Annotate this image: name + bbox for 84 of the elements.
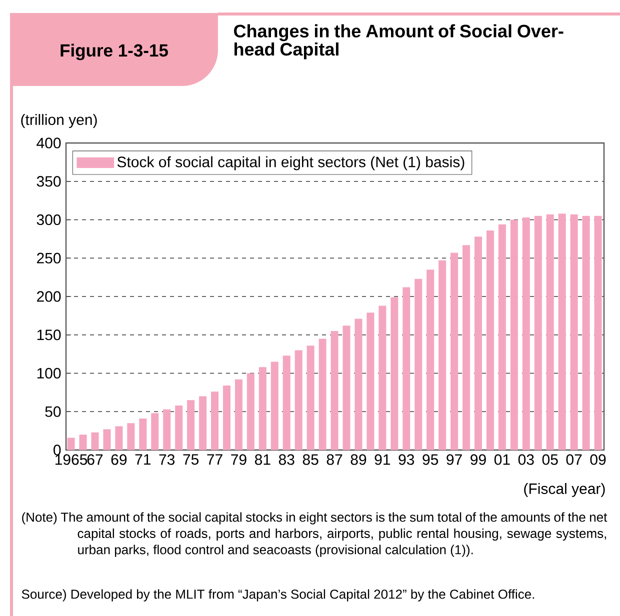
bar xyxy=(486,230,494,450)
x-tick-label: 79 xyxy=(231,454,246,465)
bar xyxy=(306,346,314,450)
y-tick-label: 0 xyxy=(54,444,61,456)
bar xyxy=(127,423,135,450)
y-axis-title: (trillion yen) xyxy=(21,114,97,128)
bar xyxy=(222,386,230,450)
x-tick-label: 07 xyxy=(566,454,582,465)
bar xyxy=(282,356,290,450)
source-note: Source) Developed by the MLIT from “Japan’s Social Capital 2012” by the Cabinet Office. xyxy=(22,589,534,602)
bar xyxy=(115,426,123,450)
bar xyxy=(498,224,506,450)
y-tick-label: 200 xyxy=(37,291,61,302)
x-tick-label: 75 xyxy=(183,454,199,465)
x-tick-label: 71 xyxy=(135,454,151,465)
y-tick-label: 150 xyxy=(37,330,61,340)
bar xyxy=(450,252,458,450)
x-tick-label: 85 xyxy=(302,454,318,465)
chart-title: Changes in the Amount of Social Over-head Capital xyxy=(234,24,564,60)
y-tick-label: 100 xyxy=(37,368,61,379)
bar xyxy=(91,432,99,450)
x-tick-label: 01 xyxy=(494,454,510,465)
x-tick-label: 05 xyxy=(542,454,558,465)
bar xyxy=(546,214,554,450)
y-tick-label: 350 xyxy=(36,176,61,187)
bar xyxy=(402,287,410,450)
x-tick-label: 89 xyxy=(350,454,366,465)
caption: Figure 1-3-15 xyxy=(60,44,168,60)
x-tick-label: 09 xyxy=(590,454,606,465)
y-tick-label: 300 xyxy=(36,214,61,226)
bar xyxy=(390,297,398,450)
bar xyxy=(462,245,470,450)
bar xyxy=(570,214,578,450)
bar xyxy=(246,373,254,450)
y-tick-label: 400 xyxy=(36,138,61,148)
x-tick-label: 97 xyxy=(446,454,462,465)
y-tick-label: 250 xyxy=(37,252,61,264)
x-tick-label: 93 xyxy=(398,454,414,465)
bar xyxy=(294,350,302,450)
bar xyxy=(594,216,602,450)
bar xyxy=(354,318,362,450)
bar xyxy=(534,216,542,450)
bar xyxy=(318,338,326,450)
x-tick-label: 77 xyxy=(207,454,222,465)
bar xyxy=(438,260,446,450)
legend-label: Stock of social capital in eight sectors (Net (1) basis) xyxy=(117,156,464,170)
bar xyxy=(199,396,207,450)
x-tick-label: 69 xyxy=(111,454,127,465)
x-tick-label: 91 xyxy=(374,454,390,465)
bar xyxy=(211,392,219,450)
bar xyxy=(414,278,422,450)
bar xyxy=(67,438,75,450)
bar xyxy=(366,312,374,450)
bar xyxy=(330,331,338,450)
x-tick-label: 81 xyxy=(254,454,270,465)
x-tick-label: 73 xyxy=(159,454,175,465)
bar xyxy=(151,413,159,450)
bar xyxy=(342,326,350,450)
x-tick-label: 83 xyxy=(278,454,294,465)
x-tick-label: 95 xyxy=(422,454,438,465)
bar xyxy=(258,367,266,450)
bar xyxy=(474,236,482,450)
bar xyxy=(103,429,111,450)
bar xyxy=(175,405,183,450)
text: (Note) The amount of the social capital stocks in eight sectors is the sum total of the amounts of the net capital stocks of roads, ports and harbors, airports, public rental housing, sewage systems, urban parks, flood control and seacoasts (provisional calculation (1)). xyxy=(22,512,608,557)
bar xyxy=(582,216,590,450)
bar xyxy=(187,400,195,450)
bar xyxy=(378,306,386,450)
x-tick-label: 03 xyxy=(518,454,534,465)
bar xyxy=(510,220,518,450)
x-tick-label: 99 xyxy=(470,454,486,465)
bar xyxy=(234,379,242,450)
x-tick-label: 1965 xyxy=(56,454,88,465)
x-tick-label: 87 xyxy=(326,454,342,465)
bar xyxy=(522,217,530,450)
x-tick-label: 67 xyxy=(87,454,103,465)
y-tick-label: 50 xyxy=(45,406,61,417)
bar xyxy=(426,270,434,450)
bar xyxy=(79,434,87,450)
bar xyxy=(270,362,278,450)
bar xyxy=(558,214,566,450)
bar xyxy=(139,418,147,450)
bar xyxy=(163,409,171,450)
x-axis-title: (Fiscal year) xyxy=(524,483,605,497)
